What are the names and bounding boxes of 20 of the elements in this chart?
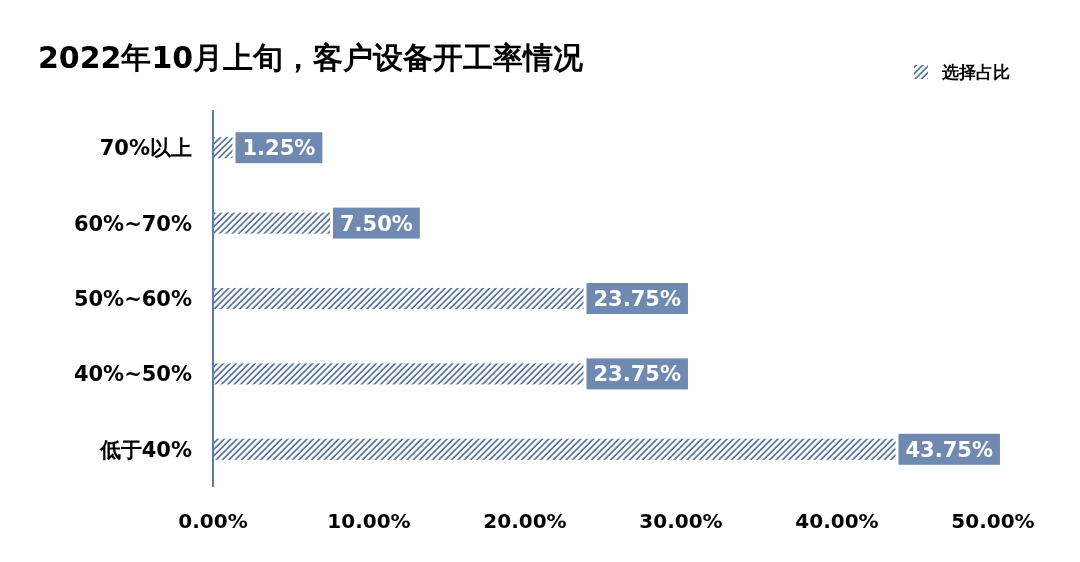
x-tick-label: 40.00% — [795, 509, 879, 533]
y-tick-label: 低于40% — [98, 437, 192, 462]
y-tick-label: 70%以上 — [99, 136, 192, 161]
x-tick-label: 50.00% — [951, 509, 1035, 533]
bar — [213, 137, 233, 159]
chart-title: 2022年10月上旬，客户设备开工率情况 — [38, 40, 585, 75]
bar — [213, 212, 330, 234]
y-tick-label: 50%~60% — [73, 287, 192, 312]
data-label: 23.75% — [593, 362, 681, 387]
y-tick-label: 40%~50% — [73, 362, 192, 387]
data-label: 23.75% — [593, 287, 681, 312]
data-label: 43.75% — [905, 437, 993, 462]
x-tick-label: 0.00% — [178, 509, 248, 533]
x-tick-label: 20.00% — [483, 509, 567, 533]
x-tick-label: 10.00% — [327, 509, 411, 533]
x-tick-label: 30.00% — [639, 509, 723, 533]
legend-label: 选择占比 — [941, 62, 1010, 82]
data-label: 7.50% — [340, 211, 413, 236]
y-tick-label: 60%~70% — [73, 211, 192, 236]
data-label: 1.25% — [242, 136, 316, 161]
